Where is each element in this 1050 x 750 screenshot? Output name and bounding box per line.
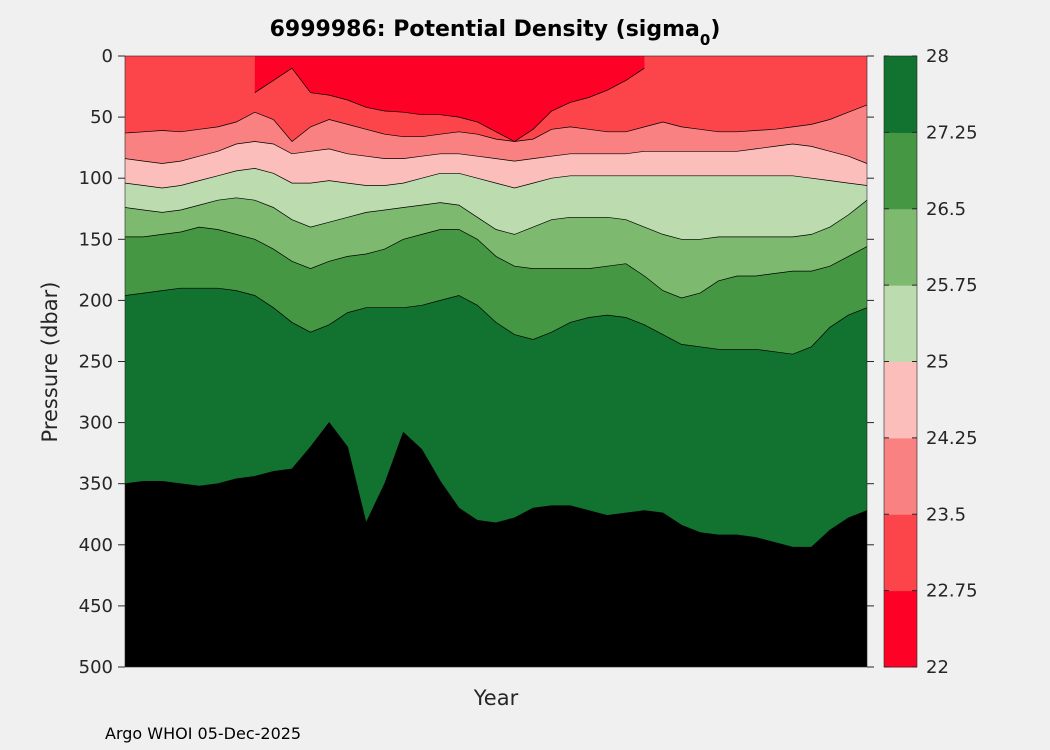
footer-credit: Argo WHOI 05-Dec-2025: [105, 724, 302, 743]
contour-line-27.25: [124, 287, 868, 355]
colorbar-segment: [884, 285, 917, 362]
plot-area: [124, 56, 868, 668]
y-axis: 0 50 100 150 200 250 300 350 400 450 500: [79, 46, 874, 678]
plot-frame: [124, 55, 868, 668]
y-tick-label: 300: [79, 413, 113, 434]
band-22-22.75: [254, 56, 645, 142]
y-tick-label: 500: [79, 657, 113, 678]
colorbar-segment: [884, 208, 917, 286]
contour-line-28: [124, 422, 868, 548]
y-tick-label: 450: [79, 596, 113, 617]
colorbar-segment: [884, 514, 917, 592]
contour-line-23.5: [124, 104, 868, 142]
colorbar-segment: [884, 437, 917, 515]
contour-line-26.5: [125, 226, 868, 299]
contour-lines: [124, 67, 868, 548]
colorbar-tick-label: 24.25: [926, 428, 978, 449]
y-tick-label: 50: [90, 107, 113, 128]
y-tick-label: 400: [79, 535, 113, 556]
contour-line-22.75: [254, 67, 645, 142]
colorbar-segment: [884, 361, 917, 439]
colorbar-tick-label: 25.75: [926, 275, 978, 296]
y-tick-label: 250: [79, 352, 113, 373]
colorbar-tick-label: 25: [926, 352, 949, 373]
y-tick-label: 350: [79, 474, 113, 495]
contour-line-25.75: [124, 197, 868, 240]
colorbar-segment: [884, 132, 917, 210]
chart-title: 6999986: Potential Density (sigma0): [270, 17, 721, 49]
y-tick-label: 0: [102, 46, 113, 67]
colorbar-tick-label: 26.5: [926, 199, 966, 220]
colorbar-tick-label: 22: [926, 657, 949, 678]
colorbar-tick-label: 27.25: [926, 122, 978, 143]
y-tick-label: 150: [79, 229, 113, 250]
y-axis-label: Pressure (dbar): [38, 282, 62, 443]
contour-line-24.25: [124, 141, 868, 164]
band-27.25-28: [125, 422, 867, 667]
y-tick-label: 200: [79, 290, 113, 311]
contour-bands: [125, 56, 867, 668]
contour-line-25: [124, 168, 868, 189]
colorbar-segment: [884, 590, 917, 668]
colorbar-segment: [884, 56, 917, 133]
x-axis-label: Year: [473, 686, 519, 710]
colorbar-tick-label: 28: [926, 46, 949, 67]
y-tick-label: 100: [79, 168, 113, 189]
colorbar-tick-label: 22.75: [926, 581, 978, 602]
colorbar-tick-label: 23.5: [926, 504, 966, 525]
colorbar: 22 22.75 23.5 24.25 25 25.75 26.5 27.25 28: [883, 46, 978, 678]
